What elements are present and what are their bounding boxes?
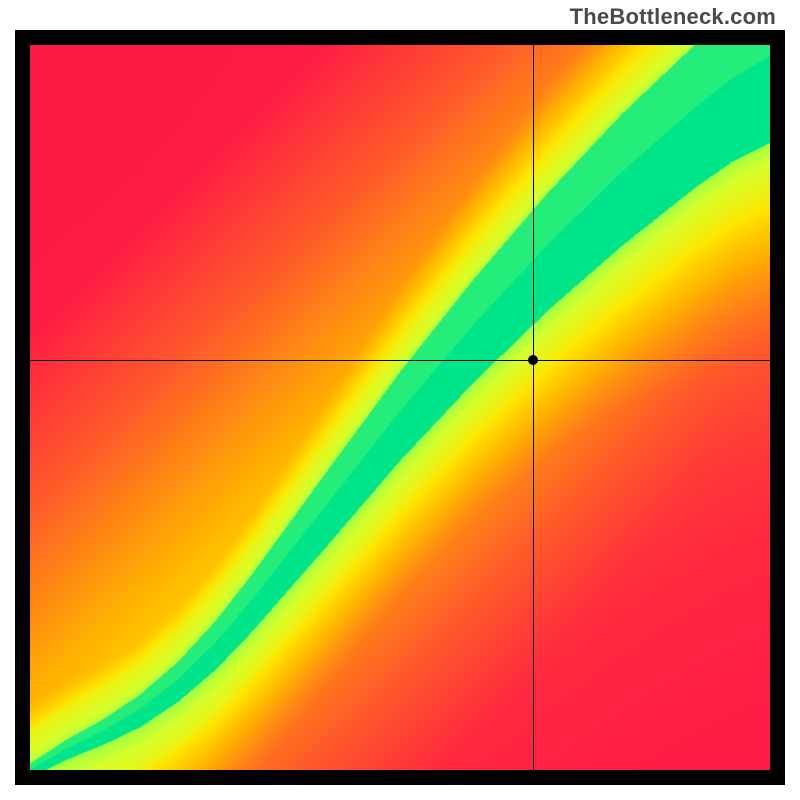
watermark-text: TheBottleneck.com <box>570 4 776 30</box>
crosshair-horizontal <box>30 360 770 361</box>
crosshair-vertical <box>533 45 534 770</box>
heatmap-canvas <box>30 45 770 770</box>
crosshair-marker <box>528 355 538 365</box>
root: TheBottleneck.com <box>0 0 800 800</box>
plot-frame <box>15 30 785 785</box>
